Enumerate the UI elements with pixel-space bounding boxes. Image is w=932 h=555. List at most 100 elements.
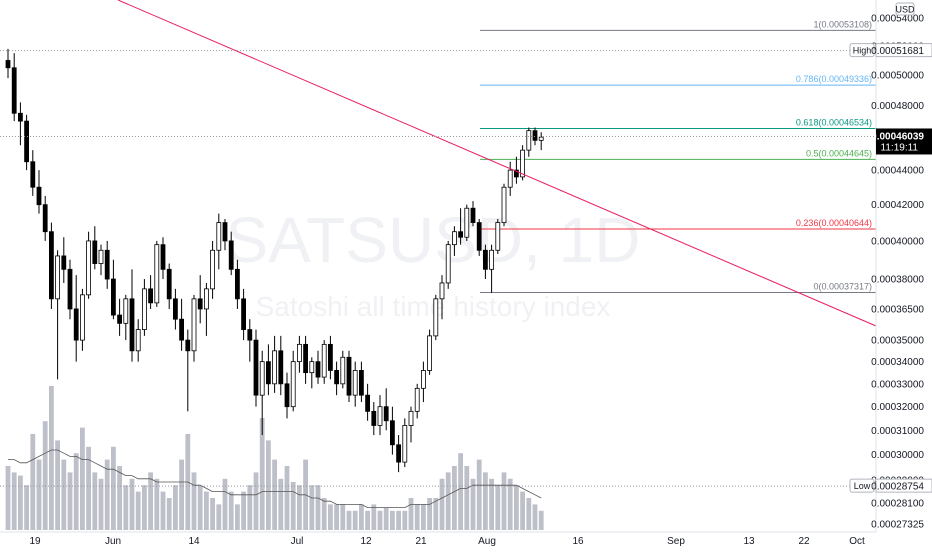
volume-bar <box>309 485 315 530</box>
candle-body[interactable] <box>179 318 185 341</box>
candle-body[interactable] <box>346 356 352 396</box>
candle-body[interactable] <box>470 207 476 223</box>
candle-body[interactable] <box>123 298 129 324</box>
candle-body[interactable] <box>73 308 79 341</box>
volume-bar <box>166 498 172 530</box>
candle-body[interactable] <box>358 370 364 396</box>
candle-body[interactable] <box>309 361 315 374</box>
candle-body[interactable] <box>30 161 36 188</box>
candle-body[interactable] <box>67 268 73 310</box>
candle-body[interactable] <box>383 406 389 422</box>
fibonacci-retracement[interactable]: 1(0.00053108) 0.786(0.00049336) 0.618(0.00… <box>480 19 876 294</box>
candle-body[interactable] <box>371 410 377 426</box>
candle-body[interactable] <box>234 268 240 300</box>
candle-body[interactable] <box>433 298 439 337</box>
candle-body[interactable] <box>197 298 203 310</box>
candle-body[interactable] <box>166 268 172 300</box>
candle-body[interactable] <box>420 370 426 389</box>
candle-body[interactable] <box>80 294 85 341</box>
candle-body[interactable] <box>526 130 532 151</box>
candle-body[interactable] <box>222 222 228 242</box>
candle-body[interactable] <box>148 288 154 304</box>
candle-body[interactable] <box>538 136 544 141</box>
candle-body[interactable] <box>92 240 98 264</box>
candle-body[interactable] <box>296 343 302 363</box>
candle-body[interactable] <box>408 410 414 426</box>
candle-body[interactable] <box>265 361 271 385</box>
candle-body[interactable] <box>216 222 222 251</box>
candle-body[interactable] <box>160 244 166 270</box>
candle-body[interactable] <box>86 240 91 296</box>
candle-body[interactable] <box>5 60 11 69</box>
time-axis[interactable] <box>0 532 932 550</box>
candle-body[interactable] <box>210 249 216 290</box>
candle-body[interactable] <box>327 343 333 371</box>
candle-body[interactable] <box>365 394 371 412</box>
candle-body[interactable] <box>476 222 482 251</box>
candle-body[interactable] <box>501 186 507 223</box>
currency-badge[interactable] <box>895 2 915 16</box>
candle-body[interactable] <box>11 67 17 114</box>
candle-body[interactable] <box>111 278 116 316</box>
candle-body[interactable] <box>278 350 284 385</box>
time-tick-label: 16 <box>572 536 584 547</box>
candle-body[interactable] <box>352 370 358 396</box>
candle-body[interactable] <box>141 288 147 330</box>
candle-body[interactable] <box>451 231 457 246</box>
candle-body[interactable] <box>290 361 296 408</box>
candle-body[interactable] <box>191 298 197 352</box>
candle-body[interactable] <box>172 298 178 320</box>
candle-body[interactable] <box>185 339 191 352</box>
candle-body[interactable] <box>135 329 141 352</box>
candle-body[interactable] <box>377 406 383 426</box>
candle-body[interactable] <box>464 207 470 238</box>
candle-body[interactable] <box>241 298 247 330</box>
candle-body[interactable] <box>532 130 538 141</box>
candle-body[interactable] <box>402 425 408 463</box>
price-axis[interactable] <box>876 0 932 532</box>
candle-body[interactable] <box>315 361 321 378</box>
candle-body[interactable] <box>334 370 340 385</box>
candle-body[interactable] <box>117 314 122 324</box>
candle-body[interactable] <box>340 356 346 385</box>
candle-body[interactable] <box>414 387 420 412</box>
candle-body[interactable] <box>445 244 451 284</box>
candle-body[interactable] <box>24 120 30 163</box>
candle-body[interactable] <box>228 240 234 270</box>
candle-body[interactable] <box>42 204 48 233</box>
candle-body[interactable] <box>154 244 160 304</box>
volume-bar <box>297 485 302 530</box>
candle-body[interactable] <box>284 383 290 408</box>
candle-body[interactable] <box>98 249 104 264</box>
candle-body[interactable] <box>427 335 433 371</box>
candle-body[interactable] <box>520 149 525 178</box>
candle-body[interactable] <box>489 249 495 270</box>
candle-body[interactable] <box>396 444 402 463</box>
candle-body[interactable] <box>49 231 54 300</box>
candle-body[interactable] <box>458 231 464 238</box>
descending-trendline[interactable] <box>117 0 877 327</box>
candle-body[interactable] <box>36 186 42 206</box>
candle-body[interactable] <box>439 282 445 300</box>
candle-body[interactable] <box>303 343 309 374</box>
candle-body[interactable] <box>129 298 135 352</box>
trend-line[interactable] <box>117 0 877 327</box>
candle-series[interactable] <box>5 48 544 473</box>
candle-body[interactable] <box>514 169 519 178</box>
candle-body[interactable] <box>495 222 501 251</box>
candle-body[interactable] <box>507 169 513 188</box>
candle-body[interactable] <box>104 249 110 280</box>
candle-body[interactable] <box>259 361 265 396</box>
candle-body[interactable] <box>17 112 23 122</box>
candle-body[interactable] <box>482 249 488 270</box>
candle-body[interactable] <box>247 329 253 341</box>
candle-body[interactable] <box>272 350 278 385</box>
candle-body[interactable] <box>61 255 67 270</box>
candle-body[interactable] <box>321 343 327 378</box>
candle-body[interactable] <box>253 339 259 396</box>
candle-body[interactable] <box>203 288 209 310</box>
candle-body[interactable] <box>55 255 60 300</box>
candle-body[interactable] <box>389 420 395 446</box>
